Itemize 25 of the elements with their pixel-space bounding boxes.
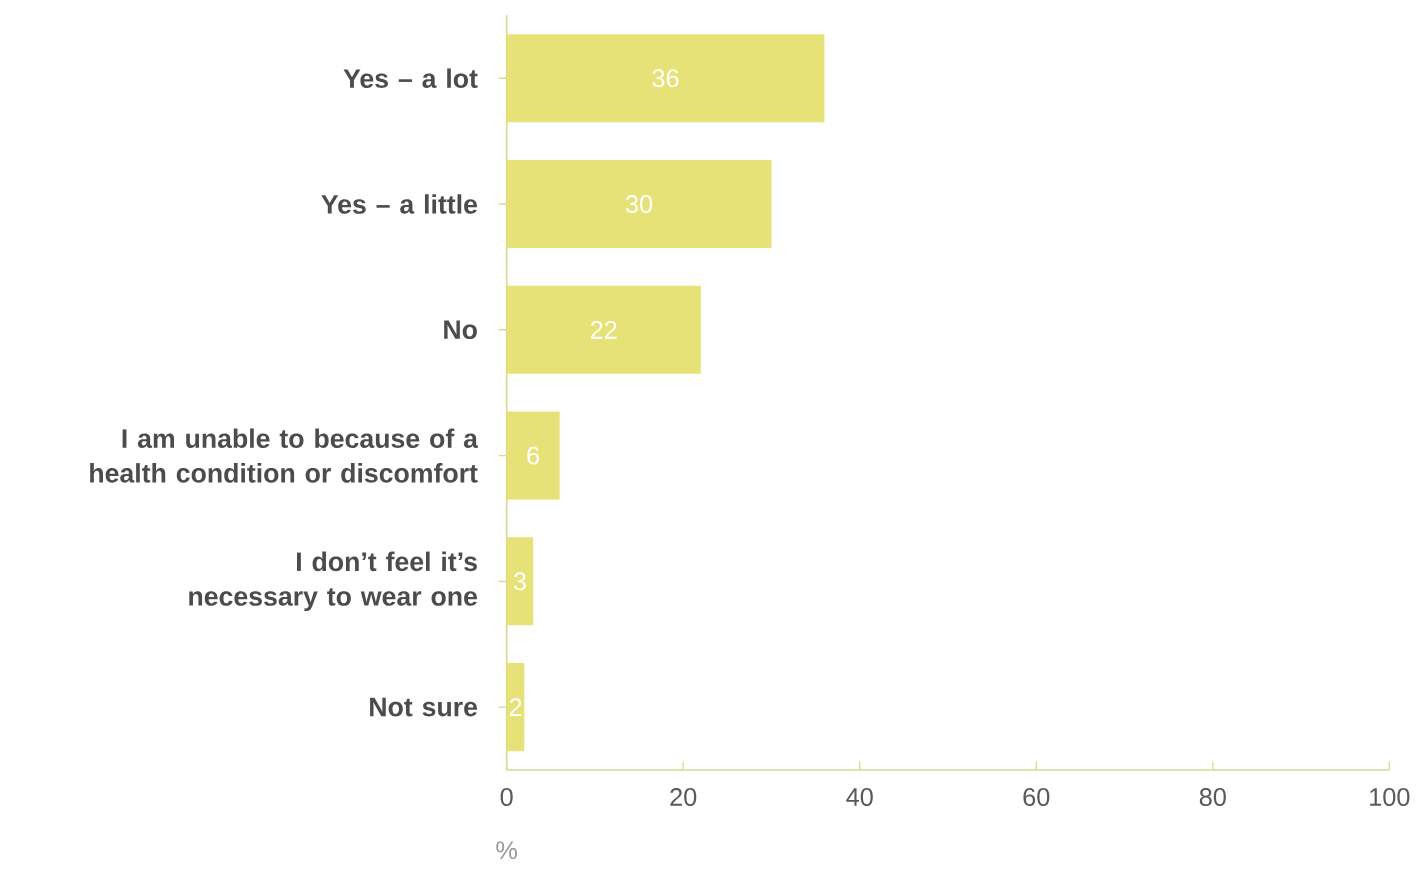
x-tick-label: 60	[1023, 788, 1050, 806]
y-tick-label: I am unable to because of a health condition or discomfort	[90, 428, 479, 483]
bar	[506, 537, 534, 626]
bar	[506, 663, 525, 752]
x-tick-label: 20	[670, 788, 697, 806]
x-tick-label: 40	[846, 788, 873, 806]
x-tick-label: 0	[500, 788, 513, 806]
data-label: 36	[652, 69, 679, 88]
data-label: 30	[625, 195, 653, 213]
data-label: 22	[590, 320, 617, 339]
bar	[506, 411, 560, 500]
data-label: 2	[509, 698, 522, 716]
y-tick-label: I don’t feel it’s necessary to wear one	[189, 551, 477, 612]
x-axis-title: %	[496, 841, 518, 860]
y-tick-label: Yes – a little	[321, 194, 478, 214]
y-tick-label: No	[444, 320, 477, 340]
data-label: 3	[513, 572, 526, 591]
bar	[506, 285, 701, 374]
x-tick-label: 100	[1370, 788, 1410, 806]
bar	[506, 34, 825, 123]
data-label: 6	[527, 446, 540, 465]
y-tick-label: Yes – a lot	[343, 68, 478, 89]
bar	[506, 159, 772, 249]
x-tick-label: 80	[1199, 788, 1226, 806]
y-tick-label: Not sure	[370, 697, 478, 717]
